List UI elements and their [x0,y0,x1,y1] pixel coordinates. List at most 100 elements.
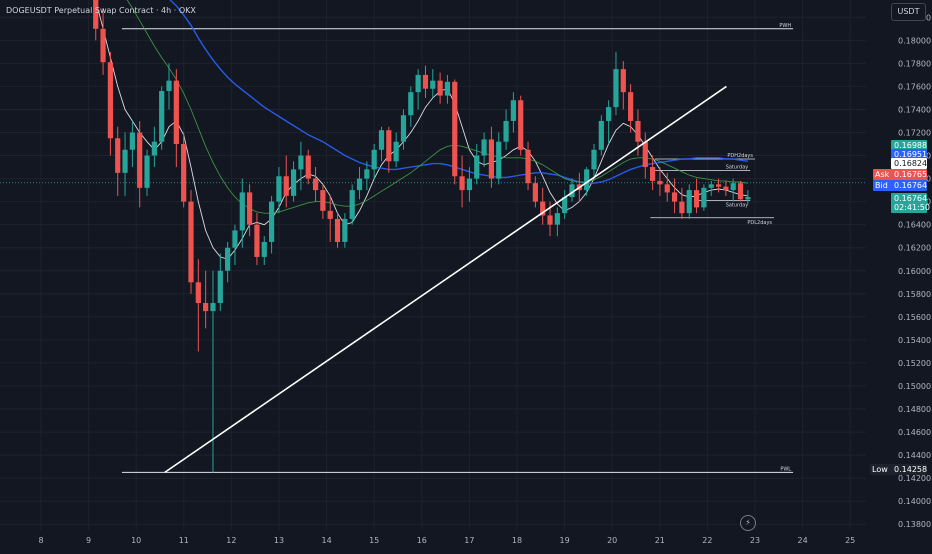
candle-body [151,141,157,156]
x-tick-label: 19 [560,536,570,545]
y-tick-label: 0.17800 [898,59,931,68]
price-tag: 0.16988 [891,140,927,151]
candle-body [225,247,231,271]
candle-body [422,74,429,89]
candle-body [232,230,238,248]
level-label: Saturday [726,202,749,208]
x-tick-label: 10 [131,536,141,545]
y-tick-label: 0.15200 [898,359,931,368]
y-tick-label: 0.13800 [898,520,931,529]
x-tick-label: 16 [417,536,427,545]
candle-body [532,183,538,202]
y-tick-label: 0.17400 [898,105,931,114]
x-tick-label: 22 [702,536,712,545]
candle-body [320,190,326,211]
y-tick-label: 0.16400 [898,221,931,230]
candle-body [723,186,729,191]
candle-body [635,120,641,142]
candle-body [591,149,597,170]
candle-body [569,184,575,198]
price-tag-side-label: Ask [873,169,893,180]
levels: PWH PWL PDH2days Saturday Saturday PDL2days [0,23,866,473]
candle-body [137,132,143,188]
x-tick-label: 13 [274,536,284,545]
candle-body [283,176,289,196]
y-tick-label: 0.15800 [898,290,931,299]
candle-body [657,180,663,185]
candle-body [334,218,341,242]
candle-body [115,138,121,173]
candle-body [474,155,480,179]
candle-body [268,201,275,242]
candle-body [217,270,223,304]
y-tick-label: 0.14600 [898,428,931,437]
candle-body [276,176,282,202]
candle-body [430,80,436,89]
x-tick-label: 17 [464,536,474,545]
price-tag: 0.16765 [891,169,927,180]
y-tick-label: 0.14200 [898,474,931,483]
candle-body [254,224,260,257]
candle-body [159,91,165,142]
x-tick-label: 11 [179,536,189,545]
price-tag: 0.16764 [891,193,927,204]
candle-body [628,92,634,121]
flash-icon[interactable]: ⚡ [740,515,756,531]
candle-body [459,176,465,191]
level-label: Saturday [726,165,749,171]
y-tick-label: 0.18000 [898,36,931,45]
price-tag: 0.16824 [891,158,927,169]
candle-body [481,139,487,156]
candles [93,0,751,473]
candle-body [606,107,612,121]
candle-body [107,62,113,139]
y-tick-label: 0.15400 [898,336,931,345]
candle-body [290,169,297,196]
candle-body [305,155,311,179]
y-tick-label: 0.15600 [898,313,931,322]
trendline-line [164,85,727,474]
candle-body [598,120,604,150]
candle-body [298,155,304,170]
currency-button[interactable]: USDT [891,3,926,21]
candle-body [679,201,685,214]
price-axis-bg [866,0,932,550]
candle-body [129,132,135,150]
x-tick-label: 23 [750,536,760,545]
candle-body [525,149,531,184]
candle-body [613,69,619,108]
candle-body [371,149,377,170]
x-tick-label: 14 [322,536,332,545]
candle-body [488,139,495,179]
time-axis[interactable]: 8 9 10 11 12 13 14 15 16 17 18 19 20 21 22 23 24 25 [38,536,855,545]
candle-body [693,190,700,208]
level-label: PWL [780,466,791,472]
y-tick-label: 0.16000 [898,267,931,276]
candle-body [400,115,407,142]
candle-body [327,210,333,219]
candle-body [393,141,399,162]
candle-body [664,184,670,193]
candle-body [437,80,443,96]
moving-average-line [126,0,748,214]
x-tick-label: 24 [798,536,808,545]
candle-body [181,144,187,202]
candle-body [730,183,736,191]
candle-body [715,184,722,187]
candle-body [100,28,106,63]
grid [0,0,866,530]
candle-body [364,169,370,179]
x-tick-label: 15 [369,536,379,545]
candle-body [188,201,194,283]
candle-body [408,92,414,116]
candle-body [554,213,560,225]
chart-title: DOGEUSDT Perpetual Swap Contract · 4h · … [6,6,196,15]
x-tick-label: 21 [655,536,665,545]
level-label: PDH2days [727,153,753,159]
y-tick-label: 0.14000 [898,497,931,506]
candle-body [415,74,421,93]
candle-body [701,187,707,208]
price-tag: 0.16951 [891,149,927,160]
